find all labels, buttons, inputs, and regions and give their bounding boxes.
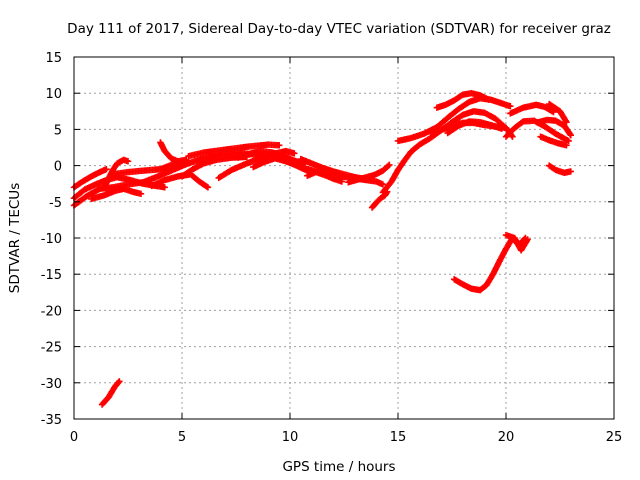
series-track-9 bbox=[109, 158, 190, 178]
y-tick-label: -20 bbox=[41, 304, 62, 319]
data-point bbox=[137, 190, 145, 198]
data-points bbox=[70, 90, 574, 408]
x-tick-label: 25 bbox=[606, 430, 623, 445]
data-point bbox=[183, 158, 190, 165]
series-track-14 bbox=[250, 155, 311, 174]
data-point bbox=[203, 183, 210, 190]
y-tick-label: 15 bbox=[45, 51, 62, 66]
data-point bbox=[291, 150, 298, 157]
x-axis-label: GPS time / hours bbox=[282, 459, 395, 475]
data-point bbox=[507, 103, 514, 110]
series-track-5 bbox=[88, 185, 145, 203]
y-tick-label: -5 bbox=[49, 196, 62, 211]
y-tick-label: 10 bbox=[45, 87, 62, 102]
series-track-29 bbox=[546, 162, 574, 177]
data-point bbox=[563, 118, 570, 126]
series-track-23 bbox=[444, 118, 505, 137]
x-tick-label: 5 bbox=[178, 430, 186, 445]
data-point bbox=[116, 378, 123, 385]
series-track-22 bbox=[433, 90, 492, 111]
data-point bbox=[338, 178, 346, 185]
series-track-16 bbox=[304, 168, 346, 185]
x-tick-label: 20 bbox=[498, 430, 515, 445]
series-track-6 bbox=[101, 156, 132, 191]
data-point bbox=[385, 162, 392, 170]
series-track-25 bbox=[507, 101, 557, 117]
series-track-11 bbox=[185, 141, 283, 160]
data-point bbox=[567, 168, 574, 175]
data-point bbox=[485, 96, 492, 103]
data-point bbox=[386, 161, 393, 169]
data-point bbox=[509, 133, 516, 140]
data-point bbox=[566, 130, 574, 138]
series-track-1 bbox=[98, 378, 123, 408]
grid-lines bbox=[74, 57, 614, 419]
series-track-7 bbox=[148, 171, 212, 191]
data-point bbox=[565, 137, 572, 145]
y-tick-label: -25 bbox=[41, 341, 62, 356]
data-point bbox=[276, 142, 283, 149]
series-track-31 bbox=[502, 231, 531, 254]
data-point bbox=[124, 158, 132, 165]
series-track-26 bbox=[535, 116, 574, 139]
series-track-28 bbox=[546, 100, 570, 126]
y-tick-label: 0 bbox=[54, 160, 62, 175]
data-point bbox=[161, 184, 168, 191]
y-tick-label: -15 bbox=[41, 268, 62, 283]
y-axis-label: SDTVAR / TECUs bbox=[7, 183, 23, 293]
x-tick-label: 0 bbox=[70, 430, 78, 445]
series-track-27 bbox=[537, 133, 570, 149]
y-tick-label: -35 bbox=[41, 413, 62, 428]
x-tick-label: 10 bbox=[282, 430, 299, 445]
axis-ticks: 0 5 10 15 20 25 15 10 5 0 -5 -10 -15 -20 -25 -30 -35 bbox=[41, 51, 623, 445]
data-point bbox=[103, 166, 110, 173]
data-point bbox=[563, 142, 570, 149]
y-tick-label: 5 bbox=[54, 123, 62, 138]
y-tick-label: -10 bbox=[41, 232, 62, 247]
x-tick-label: 15 bbox=[390, 430, 407, 445]
data-point bbox=[379, 181, 387, 188]
data-point bbox=[204, 184, 212, 191]
data-point bbox=[524, 236, 531, 243]
series-track-17 bbox=[345, 161, 393, 186]
y-tick-label: -30 bbox=[41, 377, 62, 392]
chart-title: Day 111 of 2017, Sidereal Day-to-day VTE… bbox=[67, 21, 611, 37]
data-point bbox=[498, 125, 505, 132]
data-point bbox=[115, 379, 122, 386]
data-point bbox=[567, 131, 574, 139]
